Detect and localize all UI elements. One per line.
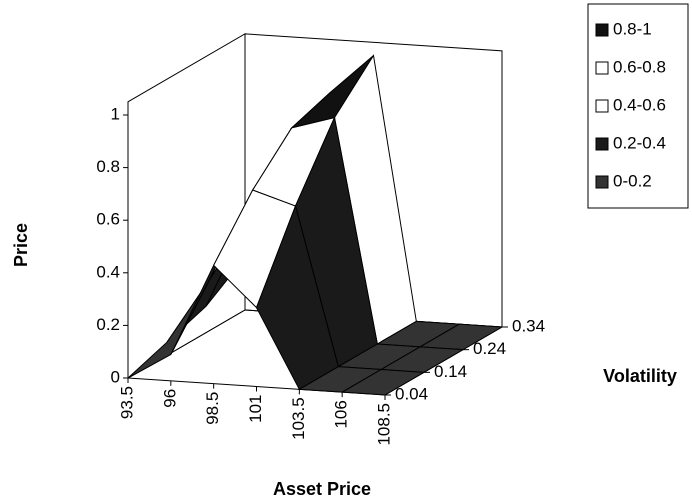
legend-label: 0.2-0.4: [613, 133, 666, 152]
legend-label: 0.8-1: [613, 19, 652, 38]
legend-swatch: [595, 99, 609, 113]
legend-swatch: [595, 175, 609, 189]
z-tick-label: 0.8: [96, 157, 120, 176]
y-tick-label: 0.34: [512, 316, 545, 335]
legend-swatch: [595, 137, 609, 151]
legend-label: 0.4-0.6: [613, 95, 666, 114]
surface-cell: [127, 278, 211, 379]
legend-label: 0-0.2: [613, 171, 652, 190]
x-tick-label: 101: [246, 395, 265, 423]
x-tick-label: 98.5: [203, 392, 222, 425]
z-tick-label: 0.2: [96, 315, 120, 334]
x-tick-label: 96: [160, 389, 179, 408]
z-tick-label: 0.4: [96, 262, 120, 281]
legend-swatch: [595, 61, 609, 75]
y-axis-label: Volatility: [603, 366, 677, 386]
x-axis-label: Asset Price: [273, 479, 371, 499]
x-tick-label: 93.5: [117, 386, 136, 419]
left-wall: [127, 32, 246, 379]
y-tick-label: 0.24: [473, 339, 506, 358]
y-tick-label: 0.14: [434, 362, 467, 381]
surface-cell: [340, 368, 426, 396]
x-tick-label: 108.5: [374, 403, 393, 446]
legend-label: 0.6-0.8: [613, 57, 666, 76]
x-tick-label: 103.5: [289, 397, 308, 440]
z-tick-label: 1: [111, 104, 120, 123]
z-tick-label: 0.6: [96, 210, 120, 229]
x-tick-label: 106: [332, 400, 351, 428]
y-tick-label: 0.04: [395, 384, 428, 403]
z-axis-label: Price: [11, 223, 31, 267]
legend-swatch: [595, 23, 609, 37]
z-tick-label: 0: [111, 367, 120, 386]
